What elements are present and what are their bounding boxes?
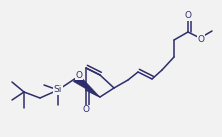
Text: Si: Si (54, 85, 62, 95)
Polygon shape (73, 75, 100, 97)
Text: O: O (184, 12, 192, 21)
Text: O: O (198, 35, 204, 44)
Text: O: O (83, 105, 89, 115)
Text: O: O (75, 71, 83, 79)
